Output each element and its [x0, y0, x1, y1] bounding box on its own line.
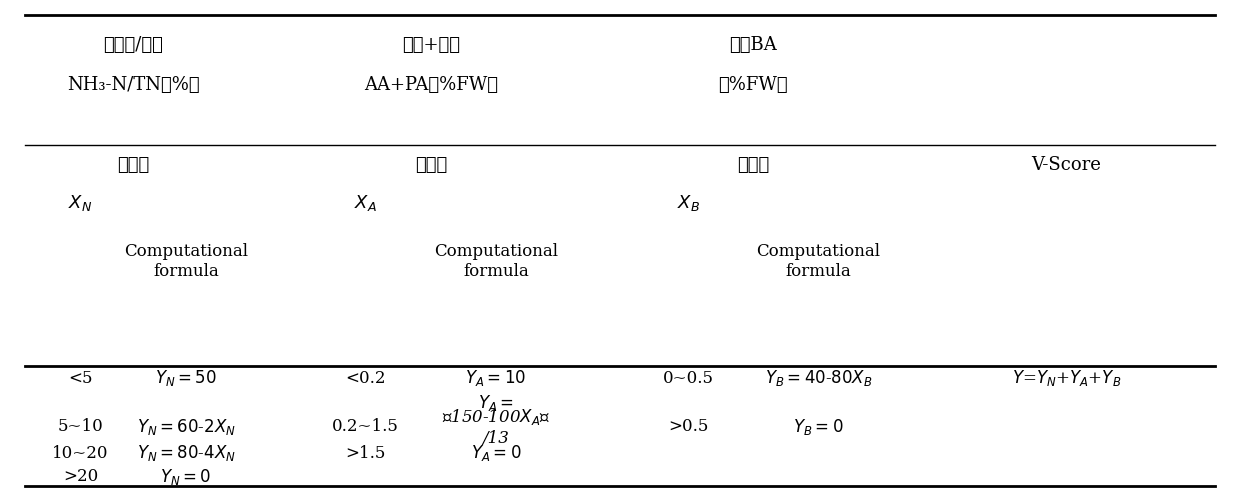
Text: $X_B$: $X_B$ — [677, 193, 699, 213]
Text: $Y_N=0$: $Y_N=0$ — [160, 467, 212, 487]
Text: >1.5: >1.5 — [346, 445, 386, 462]
Text: 5~10: 5~10 — [58, 418, 103, 435]
Text: 计算式: 计算式 — [737, 156, 770, 174]
Text: $Y_A=10$: $Y_A=10$ — [465, 368, 527, 388]
Text: NH₃-N/TN（%）: NH₃-N/TN（%） — [67, 76, 200, 94]
Text: 乙酸+丙酸: 乙酸+丙酸 — [402, 36, 460, 54]
Text: 丁酸BA: 丁酸BA — [729, 36, 777, 54]
Text: $Y_B=0$: $Y_B=0$ — [794, 417, 843, 437]
Text: <5: <5 — [68, 370, 93, 387]
Text: $Y_N=50$: $Y_N=50$ — [155, 368, 217, 388]
Text: <0.2: <0.2 — [346, 370, 386, 387]
Text: $X_N$: $X_N$ — [68, 193, 93, 213]
Text: $Y$=$Y_N$+$Y_A$+$Y_B$: $Y$=$Y_N$+$Y_A$+$Y_B$ — [1012, 368, 1121, 388]
Text: >0.5: >0.5 — [668, 418, 708, 435]
Text: $X_A$: $X_A$ — [355, 193, 377, 213]
Text: Computational
formula: Computational formula — [124, 243, 248, 280]
Text: V-Score: V-Score — [1032, 156, 1101, 174]
Text: Computational
formula: Computational formula — [434, 243, 558, 280]
Text: $Y_N=60$-$2X_N$: $Y_N=60$-$2X_N$ — [136, 417, 236, 437]
Text: 0~0.5: 0~0.5 — [662, 370, 714, 387]
Text: Computational
formula: Computational formula — [756, 243, 880, 280]
Text: AA+PA（%FW）: AA+PA（%FW） — [363, 76, 498, 94]
Text: 氨态氮/总氮: 氨态氮/总氮 — [103, 36, 164, 54]
Text: $Y_A=0$: $Y_A=0$ — [471, 443, 521, 463]
Text: $Y_A=$: $Y_A=$ — [477, 393, 515, 413]
Text: 计算式: 计算式 — [414, 156, 448, 174]
Text: 0.2~1.5: 0.2~1.5 — [332, 418, 399, 435]
Text: （150-100$X_A$）
/13: （150-100$X_A$） /13 — [441, 407, 551, 447]
Text: $Y_N=80$-$4X_N$: $Y_N=80$-$4X_N$ — [136, 443, 236, 463]
Text: （%FW）: （%FW） — [718, 76, 789, 94]
Text: 计算式: 计算式 — [117, 156, 150, 174]
Text: >20: >20 — [63, 468, 98, 485]
Text: $Y_B=40$-$80X_B$: $Y_B=40$-$80X_B$ — [765, 368, 872, 388]
Text: 10~20: 10~20 — [52, 445, 109, 462]
